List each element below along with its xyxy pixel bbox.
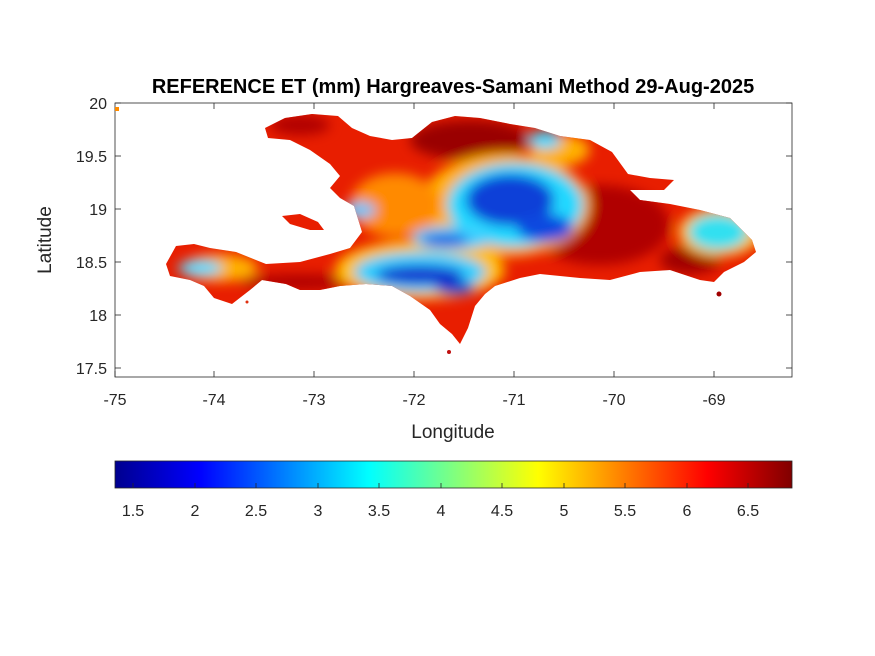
x-tick-label: -74 bbox=[202, 392, 225, 409]
y-tick-label: 19 bbox=[89, 202, 107, 219]
y-axis bbox=[115, 102, 792, 369]
y-tick-label: 17.5 bbox=[76, 361, 107, 378]
x-tick-label: -70 bbox=[602, 392, 625, 409]
colorbar-tick-label: 5.5 bbox=[614, 503, 636, 520]
y-tick-label: 18.5 bbox=[76, 255, 107, 272]
colorbar-tick-label: 4 bbox=[437, 503, 446, 520]
colorbar-tick-label: 3.5 bbox=[368, 503, 390, 520]
colorbar-tick-label: 1.5 bbox=[122, 503, 144, 520]
colorbar-tick-label: 5 bbox=[560, 503, 569, 520]
y-tick-label: 20 bbox=[89, 96, 107, 113]
islet bbox=[245, 300, 249, 304]
y-tick-label: 19.5 bbox=[76, 149, 107, 166]
colorbar-tick-label: 4.5 bbox=[491, 503, 513, 520]
colorbar-ticks bbox=[132, 483, 749, 488]
x-axis-label: Longitude bbox=[411, 422, 494, 443]
x-tick-label: -75 bbox=[103, 392, 126, 409]
x-tick-label: -73 bbox=[302, 392, 325, 409]
colorbar-tick-label: 6 bbox=[683, 503, 692, 520]
y-axis-label: Latitude bbox=[35, 206, 56, 274]
x-tick-label: -71 bbox=[502, 392, 525, 409]
colorbar bbox=[114, 460, 793, 489]
y-tick-label: 18 bbox=[89, 308, 107, 325]
colorbar-tick-label: 3 bbox=[314, 503, 323, 520]
colorbar-tick-label: 2.5 bbox=[245, 503, 267, 520]
x-axis bbox=[114, 103, 715, 377]
x-tick-label: -69 bbox=[702, 392, 725, 409]
x-tick-label: -72 bbox=[402, 392, 425, 409]
islet bbox=[447, 350, 451, 354]
islet bbox=[716, 291, 722, 297]
colorbar-tick-label: 2 bbox=[191, 503, 200, 520]
colorbar-tick-label: 6.5 bbox=[737, 503, 759, 520]
islet bbox=[115, 107, 119, 111]
map-title: REFERENCE ET (mm) Hargreaves-Samani Meth… bbox=[152, 76, 754, 98]
